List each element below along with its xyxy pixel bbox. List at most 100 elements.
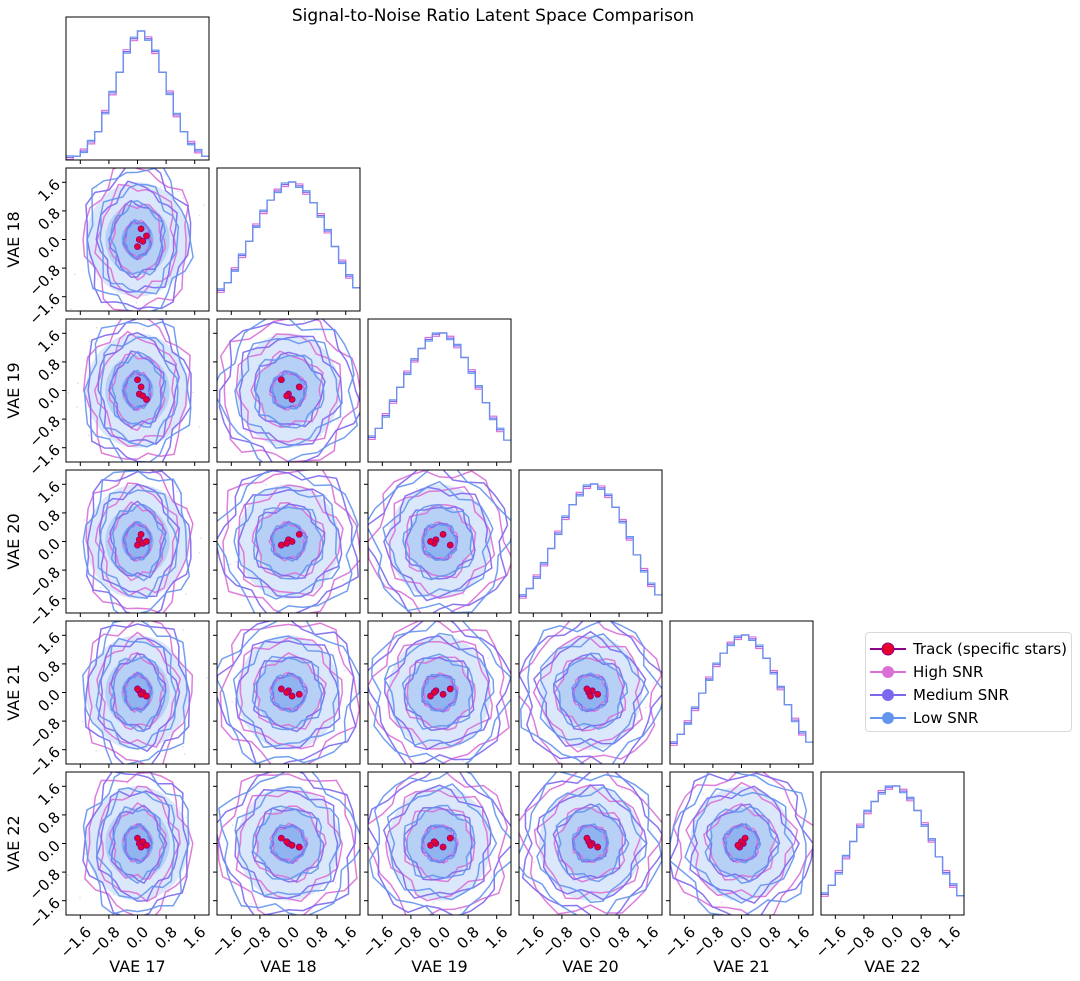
contour-high-snr [405, 503, 477, 579]
legend-item-low-snr: Low SNR [866, 707, 1071, 729]
contour-low-snr [704, 805, 779, 885]
background-point [88, 340, 91, 342]
scatter-panel-vae-17-vs-vae-19 [62, 318, 210, 466]
background-point [67, 392, 70, 394]
contour-high-snr [108, 203, 167, 281]
contour-medium-snr [85, 470, 192, 613]
y-axis-label-vae-19: VAE 19 [4, 362, 23, 418]
background-point [432, 901, 435, 904]
background-point [644, 706, 647, 709]
contour-low-snr [82, 772, 190, 915]
contour-low-snr [520, 621, 662, 764]
contour-low-snr [403, 804, 476, 879]
background-point [232, 824, 234, 827]
track-point [583, 834, 591, 842]
legend-label-medium-snr: Medium SNR [913, 686, 1009, 704]
contour-low-snr [555, 803, 630, 883]
hist-medium-snr [368, 332, 511, 441]
background-point [720, 901, 723, 904]
y-axis-label-vae-21: VAE 21 [4, 664, 23, 720]
contour-high-snr [251, 502, 326, 578]
background-point [620, 787, 623, 790]
contour-medium-snr [95, 790, 179, 902]
panel-frame [669, 620, 814, 765]
background-point [329, 504, 331, 507]
x-tick-label: 1.6 [633, 923, 663, 953]
scatter-panel-vae-20-vs-vae-21 [515, 620, 663, 768]
background-point [183, 753, 186, 755]
y-tick-label: −0.8 [26, 865, 64, 903]
background-point [699, 804, 701, 807]
track-point [446, 834, 454, 842]
contour-medium-snr [234, 788, 339, 900]
contour-low-snr [270, 522, 308, 562]
contour-high-snr [405, 656, 476, 731]
contour-low-snr [254, 354, 325, 429]
background-point [340, 527, 342, 530]
background-point [82, 721, 84, 723]
background-point [361, 576, 363, 578]
background-point [185, 593, 187, 595]
hist-high-snr [821, 785, 964, 897]
x-tick-label: 0.0 [123, 923, 153, 953]
contour-low-snr [251, 655, 323, 731]
track-point [134, 541, 141, 549]
background-point [101, 435, 103, 437]
contour-high-snr [217, 773, 358, 915]
contour-medium-snr [237, 488, 343, 598]
track-point [283, 838, 291, 846]
background-point [533, 861, 536, 863]
legend-swatch-medium-snr [870, 689, 906, 701]
track-point [137, 225, 145, 233]
contour-low-snr [233, 486, 341, 600]
contour-low-snr [99, 183, 180, 295]
y-tick-label: −1.6 [26, 441, 64, 479]
y-tick-label: 1.6 [34, 629, 64, 659]
track-point [446, 685, 454, 693]
track-point [283, 689, 291, 696]
track-point [288, 841, 296, 849]
contour-medium-snr [383, 486, 493, 602]
legend-label-high-snr: High SNR [913, 663, 984, 681]
background-point [420, 749, 422, 752]
x-tick-label: −0.8 [236, 923, 274, 961]
track-point [134, 834, 141, 842]
y-tick-label: −0.8 [26, 261, 64, 299]
contour-medium-snr [109, 500, 167, 579]
hist-high-snr [217, 181, 360, 293]
contour-low-snr [86, 168, 194, 311]
panel-content [67, 772, 194, 915]
background-point [636, 719, 639, 722]
x-axis-label-vae-22: VAE 22 [864, 957, 920, 976]
panel-content [217, 470, 363, 613]
track-point [427, 841, 434, 849]
x-tick-label: 1.6 [935, 923, 965, 953]
contour-medium-snr [217, 772, 357, 915]
contour-low-snr [421, 523, 458, 561]
scatter-panel-vae-18-vs-vae-22 [213, 771, 361, 919]
hist-high-snr [519, 483, 662, 599]
x-tick-label: 0.0 [274, 923, 304, 953]
legend-swatch-high-snr [870, 666, 906, 678]
contour-high-snr [703, 802, 778, 881]
track-point [143, 232, 150, 240]
x-tick-label: 0.8 [151, 923, 181, 953]
contour-low-snr [108, 806, 165, 885]
contour-low-snr [123, 672, 153, 714]
background-point [181, 745, 184, 748]
contour-low-snr [383, 632, 495, 747]
background-point [97, 277, 99, 280]
track-point [439, 530, 447, 538]
contour-high-snr [108, 802, 167, 880]
contour-medium-snr [217, 470, 359, 613]
x-tick-label: −1.6 [661, 923, 699, 961]
background-point [248, 793, 250, 796]
contour-low-snr [382, 480, 494, 597]
background-point [198, 426, 201, 428]
track-point [143, 396, 150, 403]
contour-high-snr [219, 319, 360, 462]
background-point [416, 487, 418, 490]
contour-high-snr [222, 470, 360, 613]
contour-medium-snr [84, 623, 191, 764]
